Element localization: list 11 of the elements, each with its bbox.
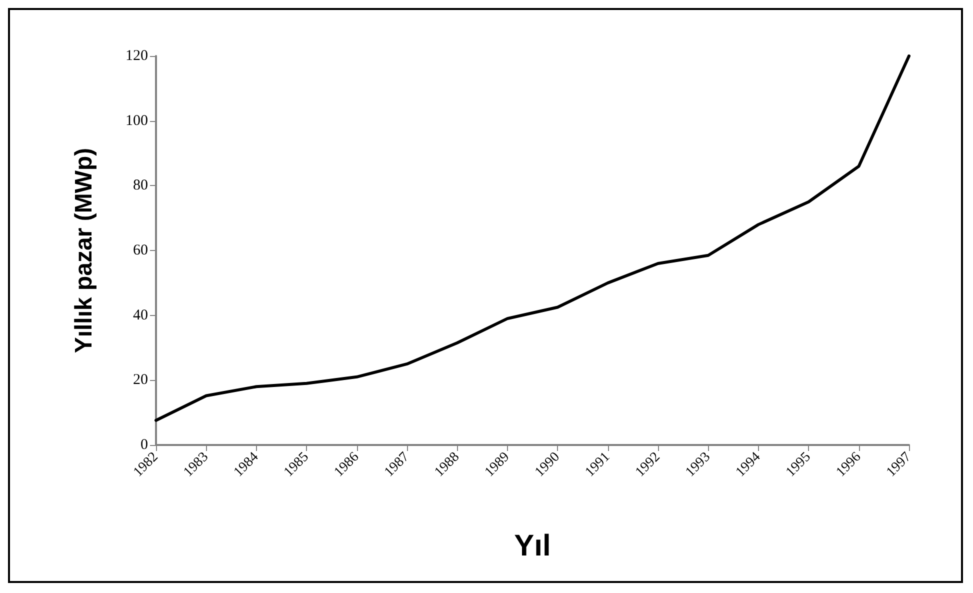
- y-tick-label: 80: [133, 178, 148, 194]
- y-tick-label: 120: [126, 48, 148, 64]
- y-axis-title: Yıllık pazar (MWp): [70, 148, 98, 354]
- y-tick-label: 100: [126, 112, 148, 129]
- line-series: [154, 54, 910, 422]
- y-tick-label: 60: [133, 242, 148, 258]
- y-tick-label: 0: [140, 437, 148, 453]
- x-tick-label: 1991: [582, 450, 614, 480]
- y-tick-label: 40: [133, 307, 148, 324]
- x-axis-title: Yıl: [514, 530, 551, 562]
- y-tick-label: 20: [133, 372, 148, 388]
